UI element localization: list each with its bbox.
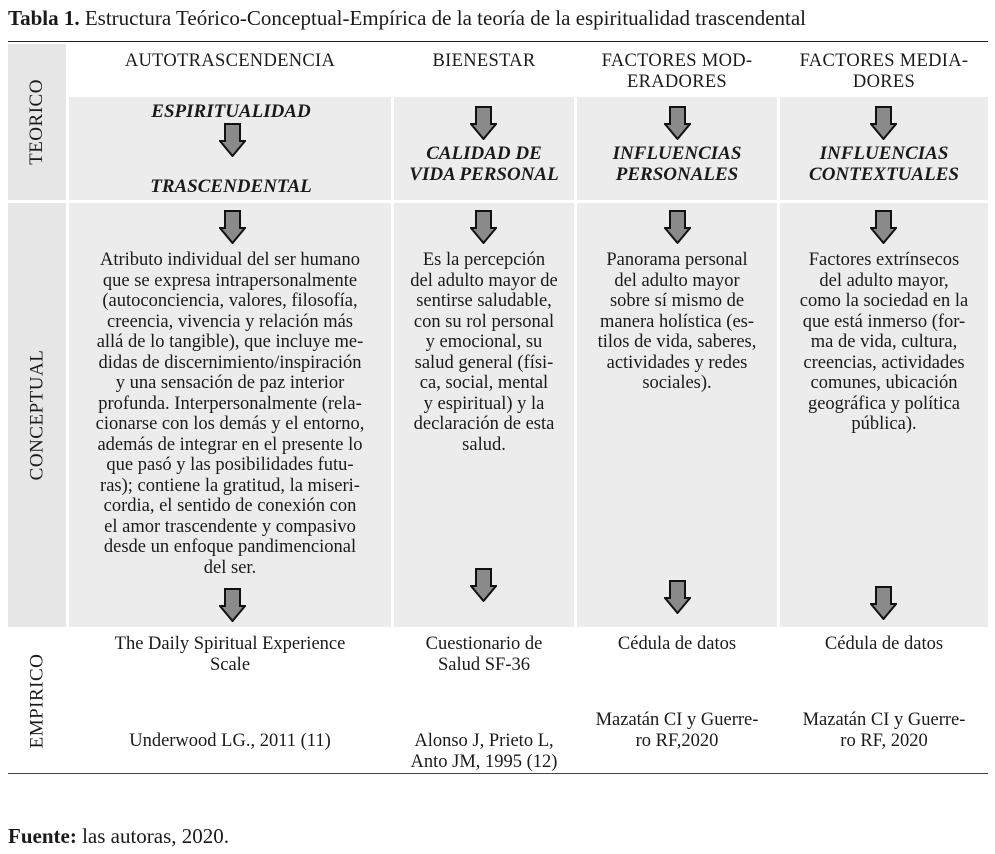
reference-bienestar: Alonso J, Prieto L, Anto JM, 1995 (12)	[410, 731, 558, 772]
down-arrow-icon	[470, 106, 497, 140]
concept-calidad-de-vida: CALIDAD DE VIDA PERSONAL	[409, 143, 559, 185]
instrument-bienestar: Cuestionario de Salud SF-36	[425, 634, 543, 675]
concept-trascendental: TRASCENDENTAL	[150, 176, 312, 197]
concept-influencias-contextuales: INFLUENCIAS CONTEXTUALES	[809, 143, 959, 185]
conceptual-cell-3	[577, 203, 777, 627]
down-arrow-icon	[870, 210, 897, 244]
table-title: Estructura Teórico-Conceptual-Empírica d…	[84, 6, 807, 30]
down-arrow-icon	[870, 586, 897, 620]
column-header-bienestar: BIENESTAR	[432, 51, 536, 71]
reference-autotrascendencia: Underwood LG., 2011 (11)	[129, 731, 331, 751]
row-label-teorico: TEORICO	[8, 44, 66, 200]
column-header-mediadores: FACTORES MEDIA- DORES	[799, 51, 969, 92]
column-header-autotrascendencia: AUTOTRASCENDENCIA	[124, 51, 336, 71]
instrument-mediadores: Cédula de datos	[824, 634, 944, 654]
down-arrow-icon	[470, 210, 497, 244]
conceptual-cell-2	[394, 203, 574, 627]
conceptual-cell-1	[69, 203, 391, 627]
definition-moderadores: Panorama personal del adulto mayor sobre …	[597, 250, 757, 393]
column-header-moderadores: FACTORES MOD- ERADORES	[601, 51, 753, 92]
down-arrow-icon	[664, 210, 691, 244]
top-rule	[8, 41, 988, 42]
down-arrow-icon	[219, 210, 246, 244]
source-note: Fuente: las autoras, 2020.	[8, 824, 229, 849]
header-row	[69, 44, 988, 96]
bottom-rule	[8, 773, 988, 774]
down-arrow-icon	[219, 123, 246, 157]
down-arrow-icon	[219, 588, 246, 622]
row-label-empirico: EMPIRICO	[8, 630, 66, 772]
reference-moderadores: Mazatán CI y Guerre-ro RF,2020	[595, 710, 759, 751]
source-label: Fuente:	[8, 824, 77, 848]
row-label-conceptual: CONCEPTUAL	[8, 203, 66, 627]
concept-influencias-personales: INFLUENCIAS PERSONALES	[612, 143, 742, 185]
down-arrow-icon	[470, 568, 497, 602]
down-arrow-icon	[870, 106, 897, 140]
down-arrow-icon	[664, 106, 691, 140]
definition-mediadores: Factores extrínsecos del adulto mayor, co…	[799, 250, 969, 434]
down-arrow-icon	[664, 580, 691, 614]
definition-bienestar: Es la percepción del adulto mayor de sent…	[410, 250, 558, 455]
table-number: Tabla 1.	[8, 6, 80, 30]
table-caption: Tabla 1. Estructura Teórico-Conceptual-E…	[8, 6, 988, 31]
concept-espiritualidad: ESPIRITUALIDAD	[151, 101, 311, 122]
conceptual-cell-4	[780, 203, 988, 627]
source-text: las autoras, 2020.	[82, 824, 230, 848]
definition-autotrascendencia: Atributo individual del ser humano que se…	[95, 250, 365, 578]
instrument-autotrascendencia: The Daily Spiritual Experience Scale	[114, 634, 346, 675]
instrument-moderadores: Cédula de datos	[617, 634, 737, 654]
reference-mediadores: Mazatán CI y Guerre-ro RF, 2020	[802, 710, 966, 751]
